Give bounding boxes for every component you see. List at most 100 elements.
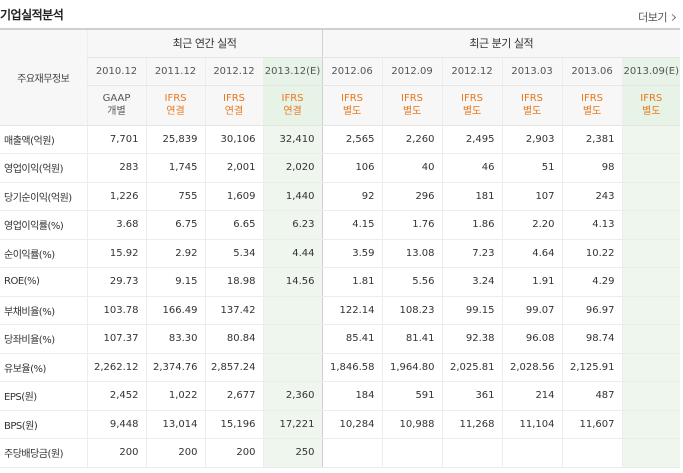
table-cell: 4.64: [501, 239, 563, 268]
table-cell: 200: [145, 438, 205, 468]
table-cell: 2,260: [381, 124, 443, 154]
table-cell: 7.23: [441, 239, 503, 268]
table-cell: 181: [441, 182, 503, 211]
table-cell: [621, 324, 681, 354]
table-cell: 2,020: [262, 153, 323, 183]
period-header: 2013.12(E): [262, 57, 323, 86]
period-header: 2012.12: [441, 57, 503, 86]
table-cell: 11,607: [561, 410, 623, 439]
table-cell: [501, 438, 563, 468]
table-cell: 250: [262, 438, 323, 468]
accounting-standard-header: IFRS 별도: [501, 85, 563, 126]
table-cell: 17,221: [262, 410, 323, 439]
table-cell: 7,701: [86, 124, 146, 154]
table-cell: 200: [86, 438, 146, 468]
table-cell: 99.07: [501, 295, 563, 325]
table-cell: 15,196: [204, 410, 263, 439]
table-cell: 1,745: [145, 153, 205, 183]
table-row: EPS(원) 2,452 1,022 2,677 2,360 184 591 361 214 48…: [0, 381, 681, 411]
table-cell: 1,964.80: [381, 353, 443, 382]
consolidation-type: 별도: [582, 106, 602, 117]
period-header: 2012.06: [321, 57, 383, 86]
table-cell: 4.29: [561, 267, 623, 297]
table-cell: 2,028.56: [501, 353, 563, 382]
table-cell: 107: [501, 182, 563, 211]
table-cell: 1,440: [262, 182, 323, 211]
more-link[interactable]: 더보기: [638, 9, 677, 25]
accounting-standard-header: IFRS 별도: [561, 85, 623, 126]
table-cell: 2.92: [145, 239, 205, 268]
consolidation-type: 연결: [224, 106, 244, 117]
row-label: 유보율(%): [0, 353, 87, 382]
table-cell: 2,381: [561, 124, 623, 154]
table-cell: 10,284: [321, 410, 383, 439]
table-cell: 6.75: [145, 210, 205, 240]
row-label: 매출액(억원): [0, 124, 87, 154]
accounting-standard-header: IFRS 별도: [321, 85, 383, 126]
accounting-standard: IFRS: [581, 93, 604, 104]
accounting-standard-header: IFRS 연결: [262, 85, 323, 126]
table-cell: 1.81: [321, 267, 383, 297]
period-header: 2013.03: [501, 57, 563, 86]
table-cell: [621, 210, 681, 240]
table-cell: [262, 353, 323, 382]
table-cell: 10,988: [381, 410, 443, 439]
accounting-standard: IFRS: [341, 93, 364, 104]
more-link-label: 더보기: [638, 11, 667, 24]
column-header-label: 주요재무정보: [0, 28, 87, 126]
table-cell: 1.76: [381, 210, 443, 240]
table-cell: [381, 438, 443, 468]
accounting-standard: IFRS: [281, 93, 304, 104]
consolidation-type: 별도: [642, 106, 661, 117]
table-cell: 296: [381, 182, 443, 211]
table-cell: 32,410: [262, 124, 323, 154]
accounting-standard: IFRS: [223, 93, 245, 104]
accounting-standard: IFRS: [521, 93, 544, 104]
table-cell: 3.68: [86, 210, 146, 240]
accounting-standard-header: IFRS 별도: [381, 85, 443, 126]
table-cell: 98: [561, 153, 623, 183]
table-cell: 2,495: [441, 124, 503, 154]
table-cell: 243: [561, 182, 623, 211]
row-label: 주당배당금(원): [0, 438, 87, 468]
table-cell: [621, 381, 681, 411]
table-row: BPS(원) 9,448 13,014 15,196 17,221 10,284 10,98…: [0, 410, 681, 439]
consolidation-type: 별도: [462, 106, 482, 117]
table-cell: 96.97: [561, 295, 623, 325]
table-cell: 2,025.81: [441, 353, 503, 382]
table-row: 부채비율(%) 103.78 166.49 137.42 122.14 108.23 99.…: [0, 295, 681, 325]
accounting-standard-header: IFRS 연결: [204, 85, 263, 126]
table-cell: 200: [204, 438, 263, 468]
table-cell: 13,014: [145, 410, 205, 439]
table-cell: 2,001: [204, 153, 263, 183]
table-cell: 9.15: [145, 267, 205, 297]
table-cell: 2,452: [86, 381, 146, 411]
table-cell: [262, 324, 323, 354]
table-cell: 2,677: [204, 381, 263, 411]
consolidation-type: 별도: [522, 106, 542, 117]
table-cell: 13.08: [381, 239, 443, 268]
table-cell: [262, 295, 323, 325]
row-label: 부채비율(%): [0, 295, 87, 325]
table-cell: 2.20: [501, 210, 563, 240]
table-cell: 85.41: [321, 324, 383, 354]
table-row: 순이익률(%) 15.92 2.92 5.34 4.44 3.59 13.08 7.23 4.6…: [0, 239, 681, 268]
table-cell: [621, 353, 681, 382]
table-cell: 9,448: [86, 410, 146, 439]
table-cell: 2,360: [262, 381, 323, 411]
table-cell: 15.92: [86, 239, 146, 268]
table-cell: 3.59: [321, 239, 383, 268]
table-cell: 2,903: [501, 124, 563, 154]
table-cell: 1.86: [441, 210, 503, 240]
table-row: 영업이익률(%) 3.68 6.75 6.65 6.23 4.15 1.76 1.86 2.20…: [0, 210, 681, 240]
table-cell: 106: [321, 153, 383, 183]
table-cell: 46: [441, 153, 503, 183]
table-cell: 1,022: [145, 381, 205, 411]
table-cell: 2,565: [321, 124, 383, 154]
section-title: 기업실적분석: [0, 8, 64, 22]
table-cell: 83.30: [145, 324, 205, 354]
table-cell: 2,262.12: [86, 353, 146, 382]
table-cell: 18.98: [204, 267, 263, 297]
chevron-right-icon: [668, 13, 677, 21]
table-cell: 81.41: [381, 324, 443, 354]
